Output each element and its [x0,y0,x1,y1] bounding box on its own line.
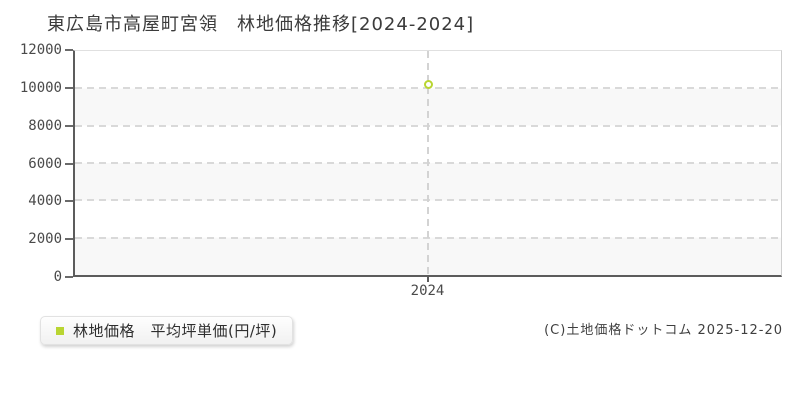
x-gridline [427,51,429,275]
chart-title: 東広島市高屋町宮領 林地価格推移[2024-2024] [47,14,475,35]
y-tick-label: 2000 [28,231,62,248]
y-axis-tick [65,86,73,89]
y-axis-tick [65,49,73,51]
data-point[interactable] [423,80,433,90]
legend: 林地価格 平均坪単価(円/坪) [40,316,294,345]
copyright-text: (C)土地価格ドットコム 2025-12-20 [544,323,783,338]
y-axis-tick [65,200,73,203]
x-axis-tick [426,277,429,282]
x-tick-label: 2024 [410,283,445,299]
y-tick-label: 0 [53,269,62,285]
y-tick-label: 6000 [28,155,62,172]
y-tick-label: 4000 [28,193,62,210]
y-axis-tick [65,276,73,278]
y-tick-label: 10000 [19,79,62,96]
y-axis-tick [65,238,73,241]
legend-label: 林地価格 平均坪単価(円/坪) [73,322,278,340]
y-axis-tick [65,124,73,127]
y-axis-tick [65,162,73,165]
y-tick-label: 8000 [28,117,62,134]
legend-marker-icon [56,326,64,335]
y-tick-label: 12000 [19,42,62,58]
plot-area [73,50,782,277]
